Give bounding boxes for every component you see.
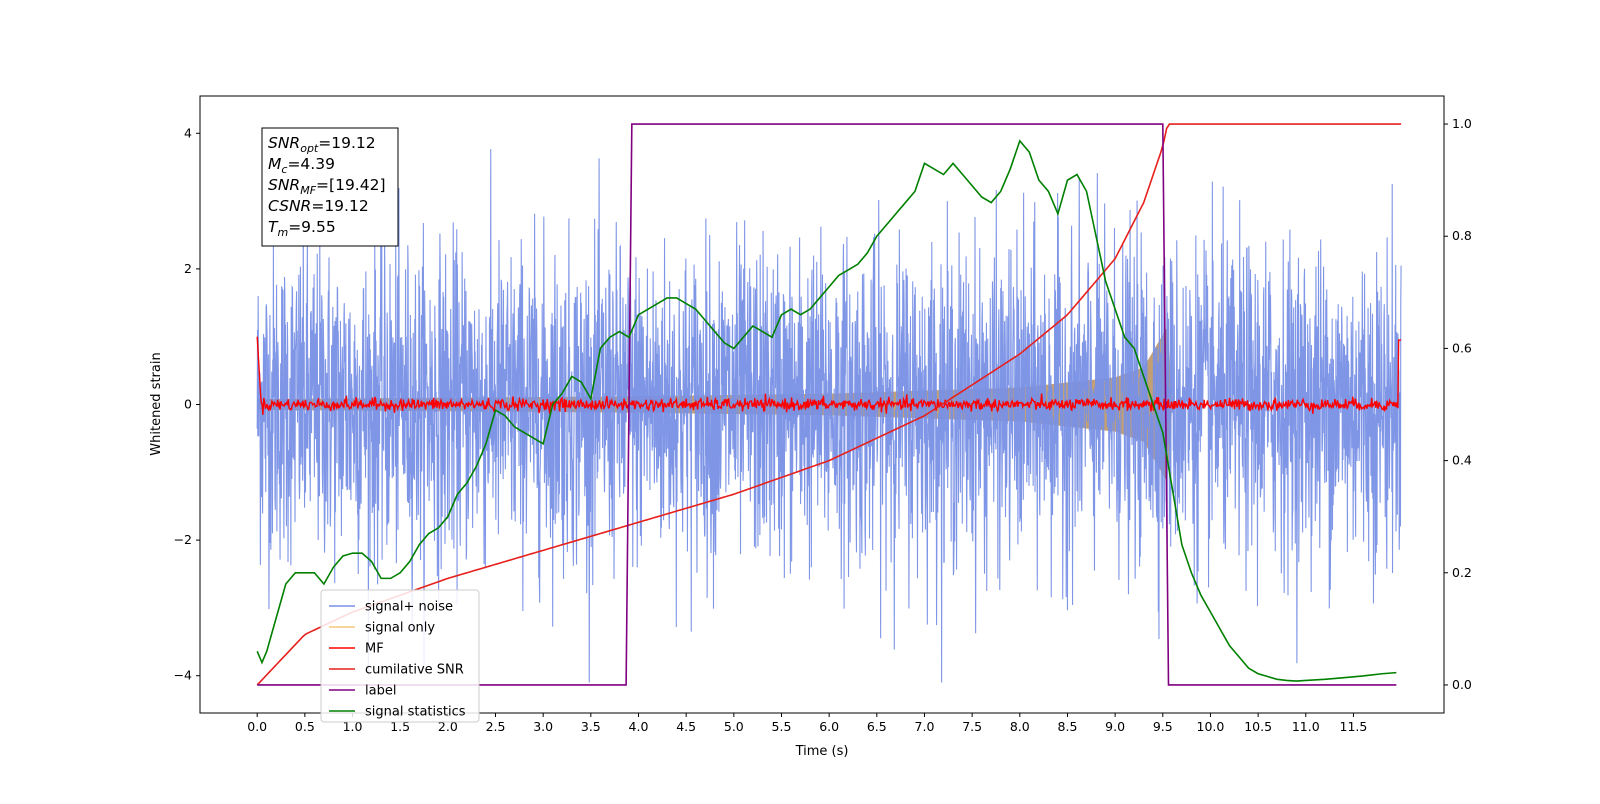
- x-tick-label: 1.0: [343, 719, 363, 734]
- x-tick-label: 1.5: [390, 719, 410, 734]
- info-box-line: CSNR=19.12: [268, 197, 369, 215]
- x-tick-label: 9.5: [1153, 719, 1173, 734]
- y2-tick-label: 0.6: [1452, 340, 1472, 355]
- x-axis-label: Time (s): [795, 744, 849, 759]
- y-tick-label: −2: [174, 532, 192, 547]
- x-tick-label: 0.5: [295, 719, 315, 734]
- y-axis-label: Whitened strain: [149, 352, 164, 455]
- legend-label: signal statistics: [365, 705, 466, 720]
- info-box-value: =9.55: [288, 218, 336, 236]
- signal-statistics-line: [256, 139, 1397, 682]
- legend-label: signal only: [365, 621, 435, 636]
- x-tick-label: 7.0: [915, 719, 935, 734]
- y2-tick-label: 0.0: [1452, 677, 1472, 692]
- y-tick-label: −4: [174, 668, 192, 683]
- x-tick-label: 6.0: [819, 719, 839, 734]
- info-box-line: Mc=4.39: [268, 155, 335, 176]
- x-tick-label: 7.5: [962, 719, 982, 734]
- legend-label: cumilative SNR: [365, 663, 464, 678]
- x-tick-label: 11.5: [1340, 719, 1368, 734]
- mf-line: [256, 336, 1402, 415]
- x-tick-label: 2.0: [438, 719, 458, 734]
- info-box-symbol: SNR: [268, 134, 300, 152]
- legend-label: signal+ noise: [365, 600, 453, 615]
- info-box-line: SNRMF=[19.42]: [268, 176, 386, 197]
- x-tick-label: 11.0: [1292, 719, 1320, 734]
- info-box-line: Tm=9.55: [268, 218, 336, 239]
- info-box-symbol: SNR: [268, 176, 300, 194]
- x-tick-label: 10.0: [1197, 719, 1225, 734]
- y-tick-label: 0: [184, 397, 192, 412]
- info-box-symbol: CSNR: [268, 197, 311, 215]
- info-box-subscript: MF: [300, 184, 316, 197]
- info-box-frame: [261, 127, 399, 247]
- info-box-value: =19.12: [318, 134, 375, 152]
- x-tick-label: 0.0: [247, 719, 267, 734]
- info-box-value: =19.12: [311, 197, 368, 215]
- legend-label: MF: [365, 642, 384, 657]
- y2-tick-label: 0.8: [1452, 228, 1472, 243]
- x-tick-label: 9.0: [1105, 719, 1125, 734]
- y2-tick-label: 1.0: [1452, 116, 1472, 131]
- info-box-subscript: opt: [300, 142, 319, 155]
- x-tick-label: 3.5: [581, 719, 601, 734]
- x-tick-label: 10.5: [1244, 719, 1272, 734]
- signal-noise-line: [256, 149, 1402, 683]
- x-tick-label: 4.5: [676, 719, 696, 734]
- legend-label: label: [365, 684, 396, 699]
- legend: signal+ noise signal only MF cumilative SNR…: [320, 589, 480, 723]
- x-tick-label: 8.5: [1058, 719, 1078, 734]
- x-tick-label: 4.0: [629, 719, 649, 734]
- info-box-subscript: c: [281, 163, 287, 176]
- x-tick-label: 3.0: [533, 719, 553, 734]
- info-box-symbol: T: [268, 218, 279, 236]
- info-box-value: =[19.42]: [316, 176, 385, 194]
- y2-tick-label: 0.4: [1452, 453, 1472, 468]
- label-line: [257, 123, 1397, 686]
- x-tick-label: 8.0: [1010, 719, 1030, 734]
- x-tick-label: 5.0: [724, 719, 744, 734]
- x-tick-label: 2.5: [486, 719, 506, 734]
- y-tick-label: 4: [184, 125, 192, 140]
- legend-frame: [320, 589, 480, 723]
- y-tick-label: 2: [184, 261, 192, 276]
- info-box: SNRopt=19.12Mc=4.39SNRMF=[19.42]CSNR=19.…: [261, 127, 399, 247]
- info-box-line: SNRopt=19.12: [268, 134, 376, 155]
- info-box-value: =4.39: [287, 155, 335, 173]
- y2-tick-label: 0.2: [1452, 565, 1472, 580]
- info-box-subscript: m: [277, 226, 288, 239]
- cumulative-snr-line: [256, 123, 1402, 686]
- x-tick-label: 6.5: [867, 719, 887, 734]
- info-box-symbol: M: [268, 155, 281, 173]
- x-tick-label: 5.5: [772, 719, 792, 734]
